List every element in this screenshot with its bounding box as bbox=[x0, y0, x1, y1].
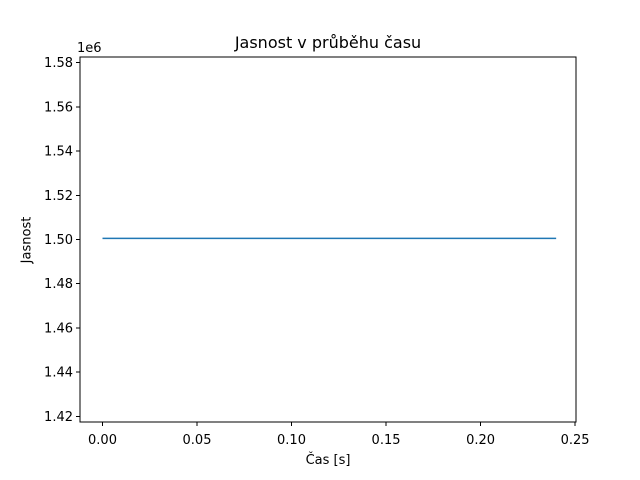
axes-frame bbox=[79, 56, 577, 423]
y-tick-label: 1.42 bbox=[44, 410, 73, 425]
y-tick-label: 1.46 bbox=[44, 321, 73, 336]
x-tick-label: 0.20 bbox=[466, 433, 495, 448]
y-tick-label: 1.54 bbox=[44, 145, 73, 160]
y-tick-label: 1.58 bbox=[44, 56, 73, 71]
x-tick-label: 0.25 bbox=[561, 433, 590, 448]
y-tick-label: 1.50 bbox=[44, 233, 73, 248]
y-tick-label: 1.56 bbox=[44, 100, 73, 115]
chart-title: Jasnost v průběhu času bbox=[234, 33, 422, 52]
x-tick-label: 0.05 bbox=[183, 433, 212, 448]
y-tick-label: 1.44 bbox=[44, 366, 73, 381]
x-tick-label: 0.00 bbox=[88, 433, 117, 448]
x-tick-label: 0.15 bbox=[372, 433, 401, 448]
y-tick-label: 1.52 bbox=[44, 189, 73, 204]
y-tick-label: 1.48 bbox=[44, 277, 73, 292]
y-axis-offset-label: 1e6 bbox=[77, 41, 102, 56]
x-axis-label: Čas [s] bbox=[305, 453, 351, 468]
x-tick-label: 0.10 bbox=[277, 433, 306, 448]
